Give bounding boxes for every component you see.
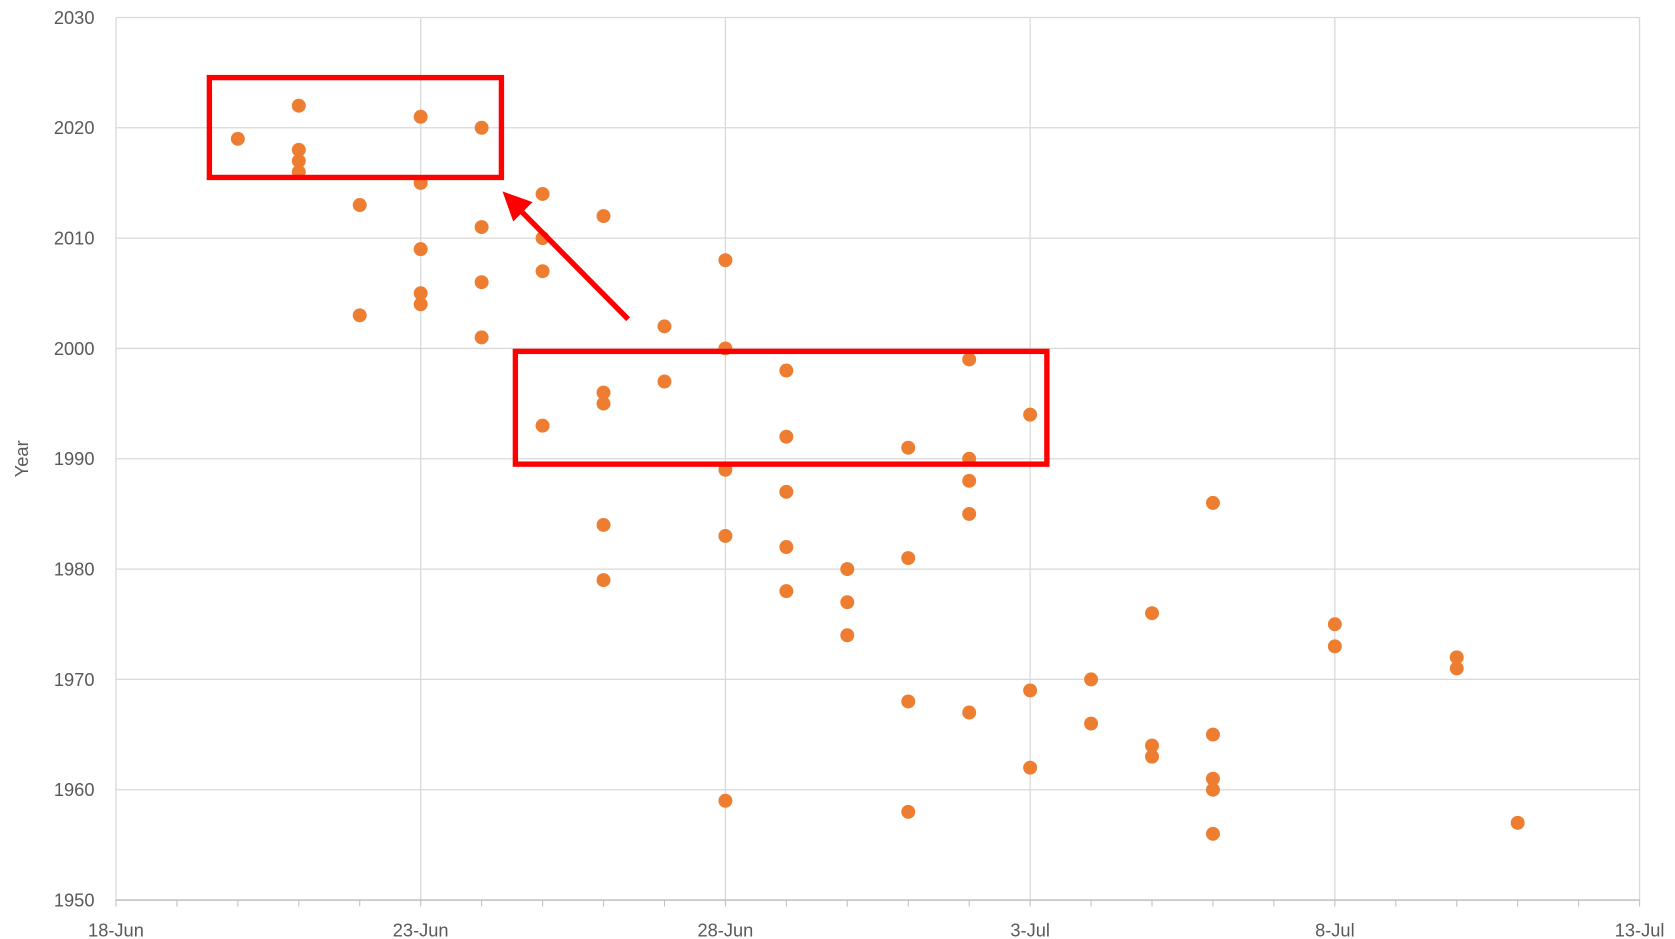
x-tick-label: 3-Jul — [1010, 920, 1050, 939]
point — [535, 264, 550, 279]
point — [779, 484, 794, 499]
point — [1084, 672, 1099, 687]
point — [718, 253, 733, 268]
point — [1145, 606, 1159, 621]
point — [840, 562, 855, 577]
y-tick-label: 2000 — [54, 338, 95, 359]
point — [901, 551, 916, 566]
point — [1205, 771, 1220, 786]
point — [840, 628, 855, 643]
point — [1023, 760, 1038, 775]
point — [962, 352, 977, 367]
point — [352, 198, 367, 212]
point — [413, 286, 428, 301]
point — [1145, 749, 1159, 764]
point — [474, 120, 489, 135]
point — [962, 705, 977, 720]
point — [596, 573, 611, 588]
x-tick-label: 8-Jul — [1315, 920, 1355, 939]
point — [657, 374, 672, 389]
point — [474, 275, 489, 290]
point — [1449, 661, 1464, 676]
point — [1023, 407, 1038, 422]
arrow-head — [502, 191, 533, 222]
point — [779, 363, 794, 378]
point — [1205, 495, 1220, 510]
point — [291, 98, 306, 113]
point — [230, 131, 245, 146]
point — [962, 506, 977, 521]
y-tick-label: 2020 — [54, 117, 95, 138]
y-axis-label: Year — [11, 440, 32, 477]
arrow — [515, 205, 631, 322]
point — [1327, 639, 1342, 654]
point — [1205, 727, 1220, 742]
y-tick-label: 1980 — [54, 559, 95, 580]
point — [962, 473, 977, 488]
point — [596, 396, 611, 411]
point — [901, 694, 916, 709]
point — [718, 793, 733, 808]
point — [413, 109, 428, 124]
point — [596, 209, 611, 224]
y-tick-label: 2010 — [54, 228, 95, 249]
point — [474, 220, 489, 235]
point — [718, 529, 733, 543]
point — [1449, 650, 1464, 665]
point — [535, 187, 550, 201]
point — [413, 297, 428, 312]
point — [1084, 716, 1099, 731]
y-tick-label: 1970 — [54, 669, 95, 690]
x-tick-label: 13-Jul — [1615, 920, 1665, 939]
point — [1205, 826, 1220, 841]
point — [291, 153, 306, 168]
y-tick-label: 1990 — [54, 448, 95, 469]
point — [901, 440, 916, 455]
y-tick-label: 1950 — [54, 890, 95, 911]
point — [1327, 617, 1342, 632]
point — [1510, 815, 1525, 830]
point — [657, 319, 672, 334]
point — [474, 330, 489, 345]
point — [352, 308, 367, 323]
highlight-box — [206, 74, 505, 181]
point — [779, 429, 794, 444]
point — [535, 418, 550, 433]
y-tick-label: 2030 — [54, 7, 95, 28]
point — [779, 584, 794, 599]
point — [901, 804, 916, 819]
point — [779, 540, 794, 555]
point — [1145, 738, 1159, 753]
x-tick-label: 28-Jun — [697, 920, 753, 939]
points — [230, 98, 1525, 841]
point — [596, 385, 611, 400]
highlight-box — [512, 348, 1050, 467]
point — [1023, 683, 1038, 698]
point — [291, 142, 306, 157]
point — [840, 595, 855, 610]
y-tick-label: 1960 — [54, 779, 95, 800]
point — [413, 242, 428, 257]
grid: 1950 1960 1970 1980 1990 2000 2010 2020 2030 18-J… — [54, 7, 1665, 939]
point — [1205, 782, 1220, 797]
x-tick-label: 23-Jun — [393, 920, 449, 939]
x-tick-label: 18-Jun — [88, 920, 144, 939]
point — [596, 517, 611, 532]
